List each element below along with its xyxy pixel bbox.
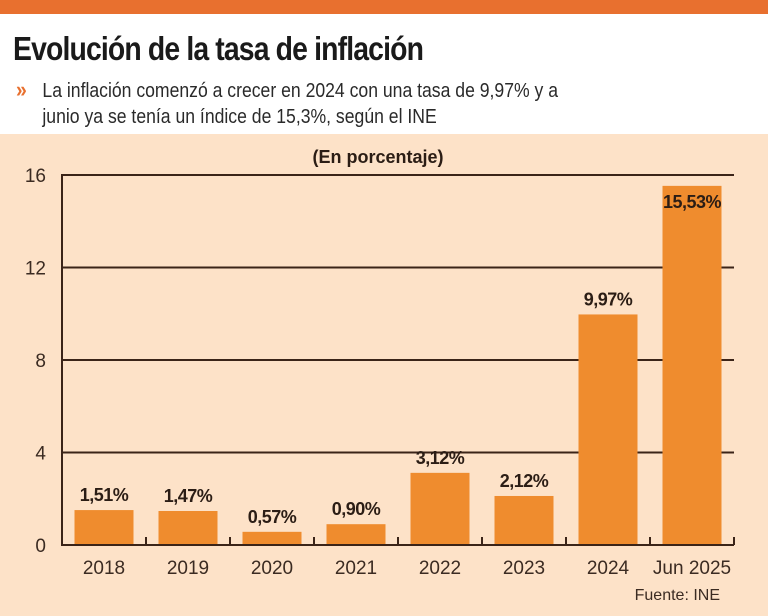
y-tick-label-16: 16 xyxy=(25,166,46,187)
top-accent-bar xyxy=(0,0,768,14)
x-tick-label: Jun 2025 xyxy=(653,558,731,579)
x-tick-label: 2020 xyxy=(251,558,293,579)
bars xyxy=(74,185,722,545)
chart-title: Evolución de la tasa de inflación xyxy=(13,30,424,67)
x-tick-label: 2019 xyxy=(167,558,209,579)
value-label: 2,12% xyxy=(500,471,549,491)
header: Evolución de la tasa de inflación » La in… xyxy=(0,14,768,134)
source-label: Fuente: INE xyxy=(635,587,720,604)
subtitle-text-2: junio ya se tenía un índice de 15,3%, se… xyxy=(42,106,437,128)
bar-2023 xyxy=(494,495,554,545)
bar-2021 xyxy=(326,524,386,545)
value-label: 1,51% xyxy=(80,485,129,505)
bar-jun-2025 xyxy=(662,185,722,545)
x-tick-label: 2022 xyxy=(419,558,461,579)
unit-label: (En porcentaje) xyxy=(312,147,443,167)
chart-subtitle: » La inflación comenzó a crecer en 2024 c… xyxy=(16,77,716,130)
value-labels: 1,51% 1,47% 0,57% 0,90% 3,12% 2,12% 9,97% 15,53… xyxy=(80,192,722,527)
bar-2018 xyxy=(74,510,134,545)
bar-chart: (En porcentaje) 0 4 8 12 16 2018 2019 2020 2021… xyxy=(25,147,735,604)
value-label: 0,90% xyxy=(332,499,381,519)
y-tick-label-12: 12 xyxy=(25,259,46,280)
axes xyxy=(61,174,735,546)
y-tick-label-4: 4 xyxy=(35,444,46,465)
bar-2020 xyxy=(242,531,302,545)
double-chevron-right-icon: » xyxy=(16,77,27,102)
value-label: 15,53% xyxy=(663,192,722,212)
subtitle-text-1: La inflación comenzó a crecer en 2024 co… xyxy=(42,80,559,102)
x-tick-label: 2021 xyxy=(335,558,377,579)
subtitle-line-1: » La inflación comenzó a crecer en 2024 c… xyxy=(16,77,632,104)
chart-panel: (En porcentaje) 0 4 8 12 16 2018 2019 2020 2021… xyxy=(0,134,768,616)
x-tick-label: 2018 xyxy=(83,558,125,579)
y-axis-ticks: 0 4 8 12 16 xyxy=(25,166,47,557)
x-tick-label: 2024 xyxy=(587,558,630,579)
bar-2024 xyxy=(578,314,638,545)
value-label: 9,97% xyxy=(584,289,633,309)
value-label: 1,47% xyxy=(164,486,213,506)
x-tick-label: 2023 xyxy=(503,558,545,579)
bar-2019 xyxy=(158,511,218,545)
y-tick-label-0: 0 xyxy=(35,536,46,557)
bar-2022 xyxy=(410,472,470,545)
value-label: 3,12% xyxy=(416,448,465,468)
value-label: 0,57% xyxy=(248,507,297,527)
y-tick-label-8: 8 xyxy=(35,351,46,372)
x-axis-labels: 2018 2019 2020 2021 2022 2023 2024 Jun 2025 xyxy=(83,558,731,579)
